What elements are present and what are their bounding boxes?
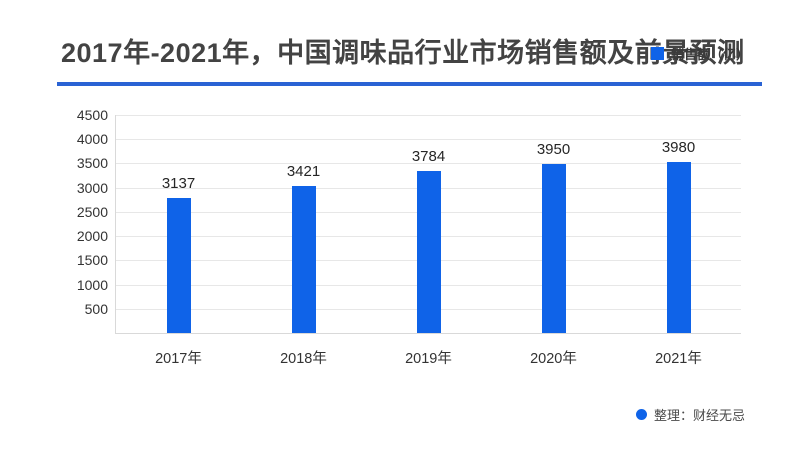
y-axis-tick-label: 1000: [76, 276, 108, 293]
bar-2019年: [416, 171, 441, 333]
attribution: 整理：财经无忌: [636, 405, 745, 424]
page-title: 2017年-2021年，中国调味品行业市场销售额及前景预测: [61, 38, 745, 68]
legend: 销售额（亿）: [651, 44, 749, 63]
x-axis-category-label: 2019年: [405, 351, 452, 367]
gridline: [116, 115, 741, 116]
bar-chart-plot-area: 500 1000 1500 2000 2500 3000 3500 4000 4500 3137…: [77, 108, 741, 366]
y-axis-tick-label: 3000: [76, 179, 108, 196]
bar-value-label: 3950: [536, 141, 571, 158]
y-axis-tick-label: 2500: [76, 203, 108, 220]
bar-2017年: [166, 198, 191, 333]
y-axis-tick-label: 500: [84, 300, 108, 317]
bar-value-label: 3784: [411, 148, 446, 165]
bar-value-label: 3137: [161, 175, 196, 192]
x-axis-category-label: 2018年: [280, 351, 327, 367]
y-axis-tick-label: 3500: [76, 155, 108, 172]
bar-value-label: 3980: [661, 139, 696, 156]
title-divider: [57, 82, 762, 86]
legend-swatch-icon: [651, 47, 664, 60]
gridline: [116, 139, 741, 141]
legend-label: 销售额（亿）: [671, 47, 750, 62]
bar-2018年: [291, 186, 316, 333]
bar-value-label: 3421: [286, 163, 321, 180]
y-axis-tick-label: 4500: [76, 107, 108, 123]
y-axis-tick-label: 2000: [76, 228, 108, 245]
x-axis-category-label: 2020年: [530, 351, 577, 367]
y-axis-tick-label: 4000: [76, 131, 108, 148]
x-axis-category-label: 2017年: [155, 351, 202, 367]
bar-2020年: [541, 164, 566, 333]
y-axis-tick-label: 1500: [76, 252, 108, 269]
x-axis-category-label: 2021年: [655, 351, 702, 367]
attribution-text: 整理：财经无忌: [654, 408, 746, 423]
bar-2021年: [666, 162, 691, 333]
gridline: [116, 163, 741, 165]
bullet-dot-icon: [636, 409, 647, 420]
